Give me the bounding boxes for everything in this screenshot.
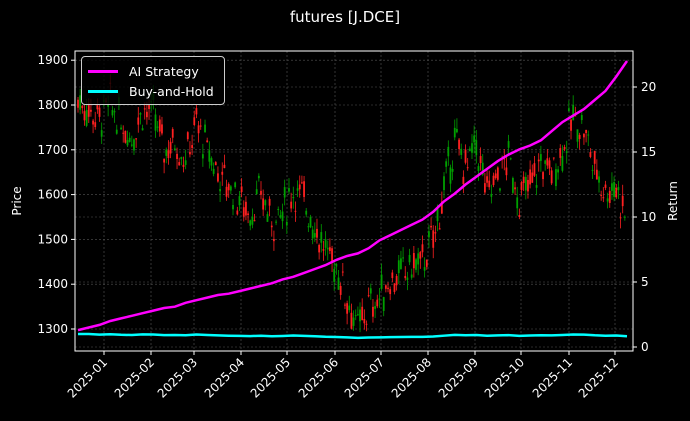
left-tick-label: 1800 xyxy=(37,98,68,112)
ai-strategy-line xyxy=(77,60,629,332)
x-tick-label: 2025-02 xyxy=(112,355,157,400)
x-tick-label: 2025-10 xyxy=(482,355,527,400)
x-tick-label: 2025-09 xyxy=(436,355,481,400)
x-tick-label: 2025-07 xyxy=(342,355,387,400)
left-axis-label: Price xyxy=(10,186,24,215)
right-tick-label: 15 xyxy=(641,145,656,159)
candlestick-series xyxy=(77,74,626,333)
legend: AI Strategy Buy-and-Hold xyxy=(81,56,225,105)
left-tick-label: 1300 xyxy=(37,322,68,336)
left-y-axis: 1300 1400 1500 1600 1700 1800 1900 xyxy=(37,53,75,336)
x-tick-label: 2025-05 xyxy=(248,355,293,400)
x-tick-label: 2025-11 xyxy=(530,355,575,400)
left-tick-label: 1400 xyxy=(37,277,68,291)
right-y-axis: 0 5 10 15 20 xyxy=(633,80,656,354)
legend-item-ai-strategy: AI Strategy xyxy=(88,62,199,80)
right-tick-label: 0 xyxy=(641,340,649,354)
ai-strategy-swatch-icon xyxy=(88,69,118,73)
legend-label: AI Strategy xyxy=(129,63,199,79)
plot-frame xyxy=(74,50,634,352)
chart-title: futures [J.DCE] xyxy=(289,8,401,26)
buy-and-hold-swatch-icon xyxy=(88,89,118,93)
x-tick-label: 2025-08 xyxy=(389,355,434,400)
right-axis-label: Return xyxy=(666,181,680,221)
x-tick-label: 2025-12 xyxy=(576,355,621,400)
left-tick-label: 1900 xyxy=(37,53,68,67)
x-tick-label: 2025-01 xyxy=(65,355,110,400)
x-tick-label: 2025-03 xyxy=(155,355,200,400)
buy-and-hold-line xyxy=(78,332,628,340)
left-tick-label: 1700 xyxy=(37,143,68,157)
left-tick-label: 1600 xyxy=(37,188,68,202)
x-tick-label: 2025-04 xyxy=(202,355,247,400)
legend-label: Buy-and-Hold xyxy=(129,83,214,99)
right-tick-label: 5 xyxy=(641,275,649,289)
left-tick-label: 1500 xyxy=(37,232,68,246)
legend-item-buy-and-hold: Buy-and-Hold xyxy=(88,82,214,100)
x-tick-label: 2025-06 xyxy=(296,355,341,400)
right-tick-label: 10 xyxy=(641,210,656,224)
right-tick-label: 20 xyxy=(641,80,656,94)
